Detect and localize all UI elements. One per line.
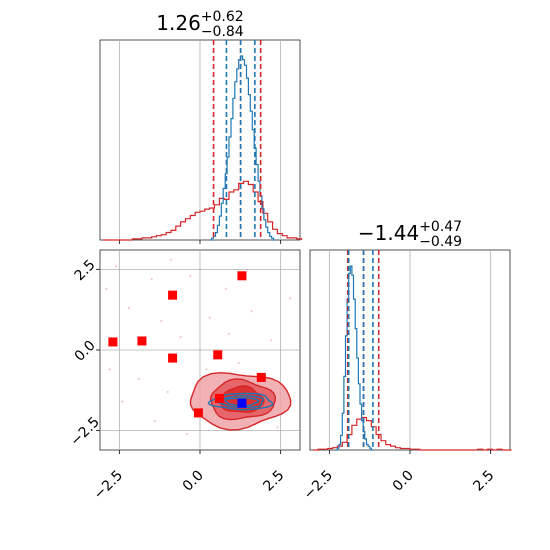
scatter-point-10 <box>179 335 182 339</box>
param2-title-lower: −0.49 <box>419 234 462 250</box>
xtick-label-2: 2.5 <box>470 468 497 495</box>
blue-marker <box>237 398 247 408</box>
scatter-point-22 <box>237 361 240 365</box>
red-marker-2 <box>168 290 178 300</box>
param1-ticks <box>118 240 282 244</box>
param1-quantile-lines <box>212 40 262 240</box>
xtick-label-0: −2.5 <box>91 468 126 503</box>
param1-histograms <box>103 55 303 241</box>
scatter-point-9 <box>137 377 140 381</box>
xtick-label-1: 0.0 <box>180 468 207 495</box>
param2-title: −1.44+0.47 −0.49 <box>358 219 462 250</box>
param2-gridlines <box>328 250 492 450</box>
joint-gridlines <box>100 250 300 450</box>
scatter-point-24 <box>169 258 173 261</box>
blue-contour-0 <box>207 392 274 411</box>
red-marker-0 <box>108 337 118 347</box>
scatter-point-5 <box>160 319 163 323</box>
red-marker-1 <box>137 336 147 346</box>
scatter-point-20 <box>166 390 169 394</box>
scatter-point-6 <box>208 316 211 319</box>
red-marker-7 <box>193 408 203 418</box>
ytick-label-1: 0.0 <box>72 338 99 365</box>
scatter-point-4 <box>127 306 131 310</box>
joint-markers <box>108 271 266 418</box>
scatter-point-13 <box>121 400 124 403</box>
param2-blue-histogram <box>335 265 373 451</box>
red-marker-6 <box>256 372 266 382</box>
param2-ticks: −2.5 0.0 2.5 <box>301 450 497 503</box>
scatter-point-25 <box>289 297 292 300</box>
ytick-label-0: −2.5 <box>67 414 102 449</box>
red-marker-5 <box>213 350 223 360</box>
scatter-point-19 <box>276 426 279 429</box>
param1-title-value: 1.26 <box>156 11 201 35</box>
param1-red-histogram <box>103 180 303 241</box>
joint-panel: −2.5 0.0 2.5 −2.5 0.0 2.5 <box>67 249 301 503</box>
param1-gridlines <box>118 40 282 240</box>
scatter-point-23 <box>105 287 108 290</box>
xtick-label-0: −2.5 <box>301 468 336 503</box>
scatter-point-2 <box>189 274 192 277</box>
scatter-point-14 <box>153 419 156 423</box>
param2-histograms <box>313 265 512 451</box>
param2-red-histogram <box>313 416 512 451</box>
param2-histogram-panel: −2.5 0.0 2.5 −1.44+0.47 −0.49 <box>301 219 512 503</box>
scatter-point-12 <box>269 339 273 342</box>
red-marker-8 <box>214 393 224 403</box>
scatter-point-21 <box>205 368 208 371</box>
param2-title-upper: +0.47 <box>419 219 462 235</box>
param1-title-upper: +0.62 <box>201 9 244 25</box>
scatter-point-1 <box>150 277 153 281</box>
param1-title-lower: −0.84 <box>201 24 244 40</box>
scatter-point-7 <box>250 310 253 313</box>
joint-scatter-points <box>105 258 292 435</box>
param1-blue-histogram <box>209 55 276 241</box>
xtick-label-2: 2.5 <box>260 468 287 495</box>
scatter-point-11 <box>227 332 231 335</box>
blue-contour-2 <box>224 397 260 407</box>
param1-histogram-panel: 1.26+0.62 −0.84 <box>99 9 303 244</box>
param2-quantile-lines <box>346 250 380 450</box>
ytick-label-2: 2.5 <box>72 257 99 284</box>
scatter-point-15 <box>185 432 189 435</box>
param1-title: 1.26+0.62 −0.84 <box>156 9 244 40</box>
red-marker-4 <box>168 353 178 363</box>
scatter-point-8 <box>108 368 111 371</box>
scatter-point-3 <box>224 287 227 290</box>
xtick-label-1: 0.0 <box>390 468 417 495</box>
scatter-point-0 <box>115 265 118 268</box>
param2-title-value: −1.44 <box>358 221 419 245</box>
red-marker-3 <box>237 271 247 281</box>
